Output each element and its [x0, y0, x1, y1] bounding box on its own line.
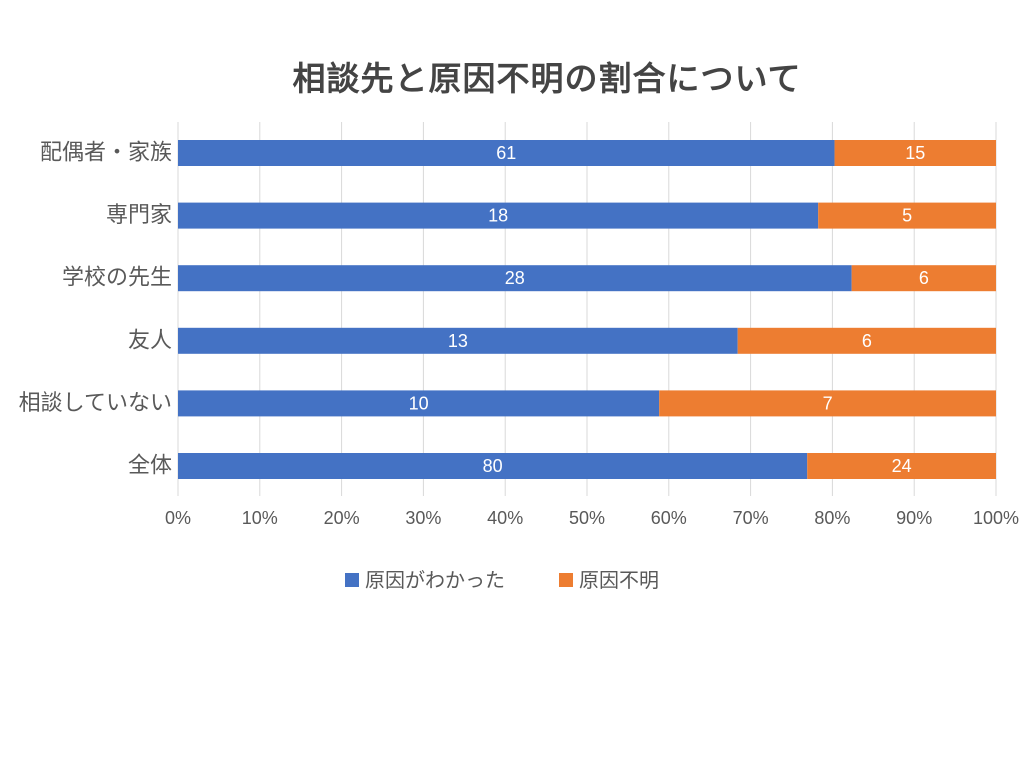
- x-axis-ticks: 0% 10% 20% 30% 40% 50% 60% 70% 80% 90% 100%: [165, 508, 1019, 528]
- category-label: 相談していない: [19, 391, 172, 416]
- legend-swatch: [345, 573, 359, 587]
- category-label: 学校の先生: [62, 266, 172, 291]
- gridlines: [177, 122, 997, 496]
- legend-label: 原因不明: [579, 568, 659, 592]
- bar-unknown: [851, 265, 996, 292]
- data-label: 80: [483, 456, 503, 476]
- category-label: 友人: [128, 328, 172, 353]
- bar-known: [178, 140, 835, 166]
- x-tick-label: 100%: [973, 508, 1019, 528]
- category-label: 配偶者・家族: [40, 141, 172, 166]
- data-label: 7: [823, 393, 833, 413]
- x-tick-label: 70%: [733, 508, 769, 528]
- x-tick-label: 60%: [651, 508, 687, 528]
- bar-unknown: [834, 140, 996, 166]
- bar-unknown: [737, 327, 996, 354]
- x-tick-label: 40%: [487, 508, 523, 528]
- legend-label: 原因がわかった: [365, 568, 505, 592]
- data-label: 24: [892, 456, 912, 476]
- data-label: 15: [905, 143, 925, 163]
- bar-unknown: [818, 202, 996, 229]
- data-label: 6: [862, 331, 872, 351]
- data-label: 28: [505, 268, 525, 288]
- bar-known: [178, 265, 852, 292]
- x-tick-label: 0%: [165, 508, 191, 528]
- x-tick-label: 10%: [242, 508, 278, 528]
- bars: [178, 140, 996, 479]
- bar-known: [178, 390, 660, 417]
- legend: 原因がわかった 原因不明: [345, 568, 659, 592]
- bar-known: [178, 453, 808, 479]
- data-labels: 61 15 18 5 28 6 13 6 10 7 80 24: [409, 143, 929, 476]
- data-label: 10: [409, 393, 429, 413]
- data-label: 6: [919, 268, 929, 288]
- x-tick-label: 30%: [405, 508, 441, 528]
- data-label: 13: [448, 331, 468, 351]
- legend-swatch: [559, 573, 573, 587]
- data-label: 61: [496, 143, 516, 163]
- x-tick-label: 90%: [896, 508, 932, 528]
- bar-unknown: [807, 453, 996, 479]
- data-label: 5: [902, 206, 912, 226]
- x-tick-label: 80%: [814, 508, 850, 528]
- bar-unknown: [659, 390, 996, 417]
- chart-title: 相談先と原因不明の割合について: [292, 59, 802, 98]
- category-label: 全体: [128, 454, 172, 479]
- x-tick-label: 20%: [324, 508, 360, 528]
- bar-known: [178, 202, 819, 229]
- x-tick-label: 50%: [569, 508, 605, 528]
- bar-known: [178, 327, 738, 354]
- category-label: 専門家: [106, 203, 172, 228]
- data-label: 18: [488, 206, 508, 226]
